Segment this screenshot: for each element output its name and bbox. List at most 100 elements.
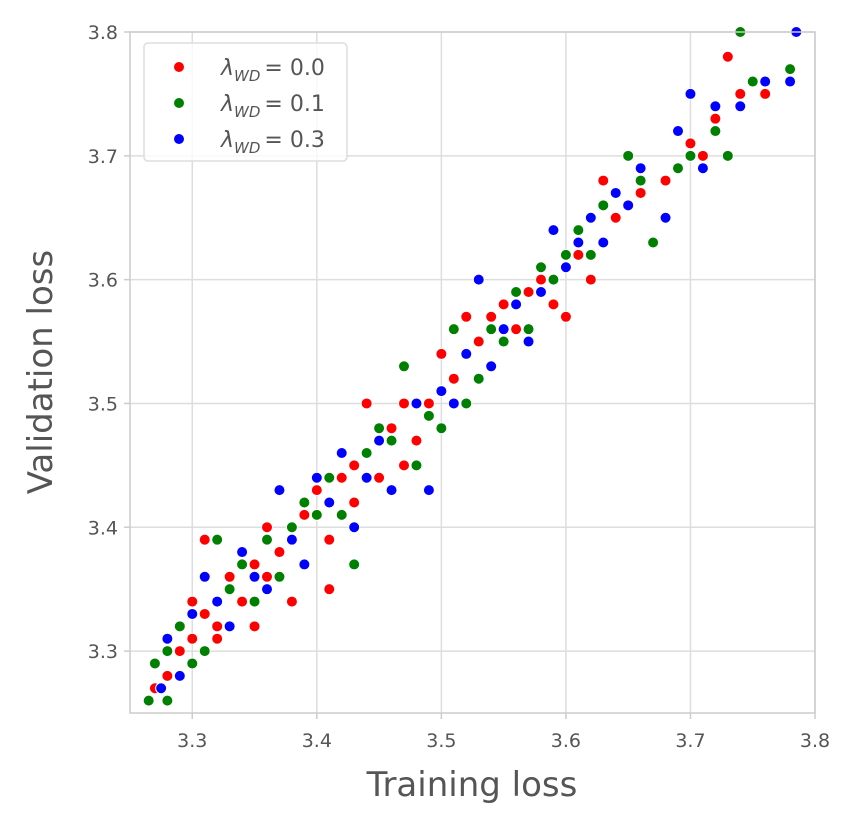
data-point-series-2 bbox=[497, 323, 510, 336]
data-point-series-2 bbox=[298, 558, 311, 571]
data-point-series-1 bbox=[547, 273, 560, 286]
data-point-series-2 bbox=[510, 298, 523, 311]
legend-subscript: WD bbox=[234, 67, 260, 85]
data-point-series-0 bbox=[684, 137, 697, 150]
data-point-series-1 bbox=[142, 694, 155, 707]
data-point-series-2 bbox=[422, 484, 435, 497]
data-point-series-1 bbox=[323, 471, 336, 484]
y-tick-labels: 3.3 3.4 3.5 3.6 3.7 3.8 bbox=[88, 22, 130, 663]
data-point-series-2 bbox=[211, 595, 224, 608]
data-point-series-2 bbox=[186, 607, 199, 620]
data-point-series-0 bbox=[198, 607, 211, 620]
data-point-series-0 bbox=[497, 298, 510, 311]
data-point-series-1 bbox=[535, 261, 547, 274]
data-point-series-1 bbox=[273, 570, 286, 583]
data-point-series-0 bbox=[273, 546, 286, 559]
data-point-series-1 bbox=[398, 360, 410, 373]
data-point-series-2 bbox=[597, 236, 610, 249]
data-point-series-1 bbox=[435, 422, 448, 435]
data-point-series-2 bbox=[161, 632, 174, 645]
data-point-series-0 bbox=[248, 558, 261, 571]
data-point-series-2 bbox=[435, 385, 448, 398]
data-point-series-0 bbox=[161, 669, 174, 682]
data-point-series-1 bbox=[261, 533, 273, 546]
data-point-series-0 bbox=[285, 595, 298, 608]
y-tick-label: 3.7 bbox=[88, 146, 118, 168]
data-point-series-1 bbox=[472, 372, 485, 385]
y-tick-label: 3.6 bbox=[88, 270, 118, 292]
data-point-series-2 bbox=[273, 484, 286, 497]
data-point-series-2 bbox=[784, 75, 797, 88]
data-point-series-0 bbox=[211, 632, 224, 645]
data-point-series-0 bbox=[186, 595, 199, 608]
data-point-series-1 bbox=[522, 323, 535, 336]
data-point-series-0 bbox=[348, 459, 361, 472]
data-point-series-0 bbox=[460, 310, 473, 323]
legend-label: λWD = 0.0 bbox=[220, 56, 325, 85]
data-point-series-1 bbox=[784, 63, 797, 76]
data-point-series-1 bbox=[647, 236, 660, 249]
x-tick-label: 3.8 bbox=[800, 730, 830, 752]
data-point-series-2 bbox=[472, 273, 485, 286]
data-point-series-0 bbox=[261, 570, 273, 583]
data-point-series-0 bbox=[310, 484, 323, 497]
data-point-series-1 bbox=[360, 446, 373, 459]
data-point-series-2 bbox=[672, 125, 684, 138]
data-point-series-2 bbox=[696, 162, 709, 175]
data-point-series-2 bbox=[198, 570, 211, 583]
data-point-series-0 bbox=[410, 434, 423, 447]
data-point-series-2 bbox=[447, 397, 460, 410]
data-point-series-1 bbox=[373, 422, 386, 435]
data-point-series-1 bbox=[236, 558, 249, 571]
data-point-series-2 bbox=[535, 286, 547, 299]
data-point-series-0 bbox=[186, 632, 199, 645]
data-point-series-0 bbox=[422, 397, 435, 410]
data-point-series-0 bbox=[323, 583, 336, 596]
data-point-series-0 bbox=[373, 471, 386, 484]
legend-label: λWD = 0.1 bbox=[220, 92, 325, 121]
data-point-series-0 bbox=[597, 174, 610, 187]
data-point-series-2 bbox=[547, 224, 560, 237]
y-axis-label: Validation loss bbox=[21, 250, 61, 494]
data-point-series-2 bbox=[485, 360, 498, 373]
data-point-series-0 bbox=[335, 471, 348, 484]
y-tick-label: 3.3 bbox=[88, 641, 118, 663]
data-point-series-1 bbox=[211, 533, 224, 546]
data-point-series-0 bbox=[398, 459, 410, 472]
data-point-series-0 bbox=[323, 533, 336, 546]
data-point-series-2 bbox=[609, 186, 622, 199]
data-point-series-2 bbox=[248, 570, 261, 583]
data-point-series-0 bbox=[248, 620, 261, 633]
y-tick-label: 3.5 bbox=[88, 393, 118, 415]
data-point-series-1 bbox=[684, 149, 697, 162]
data-point-series-0 bbox=[721, 50, 734, 63]
data-point-series-1 bbox=[485, 323, 498, 336]
data-point-series-1 bbox=[422, 409, 435, 422]
data-point-series-1 bbox=[348, 558, 361, 571]
data-point-series-0 bbox=[659, 174, 672, 187]
data-point-series-0 bbox=[360, 397, 373, 410]
data-point-series-0 bbox=[696, 149, 709, 162]
data-point-series-2 bbox=[385, 484, 398, 497]
data-point-series-1 bbox=[572, 224, 585, 237]
x-tick-label: 3.5 bbox=[426, 730, 456, 752]
legend-subscript: WD bbox=[234, 103, 260, 121]
data-point-series-1 bbox=[721, 149, 734, 162]
data-point-series-0 bbox=[198, 533, 211, 546]
data-point-series-0 bbox=[522, 286, 535, 299]
data-point-series-2 bbox=[155, 682, 168, 695]
data-point-series-1 bbox=[248, 595, 261, 608]
plot-frame bbox=[129, 31, 816, 714]
data-point-series-2 bbox=[759, 75, 772, 88]
data-point-series-2 bbox=[734, 100, 747, 113]
data-point-series-0 bbox=[447, 372, 460, 385]
data-point-series-0 bbox=[211, 620, 224, 633]
data-point-series-2 bbox=[236, 546, 249, 559]
data-point-series-2 bbox=[684, 87, 697, 100]
data-point-series-2 bbox=[348, 521, 361, 534]
data-point-series-0 bbox=[261, 521, 273, 534]
data-point-series-0 bbox=[298, 508, 311, 521]
data-point-series-2 bbox=[559, 261, 572, 274]
data-point-series-0 bbox=[547, 298, 560, 311]
